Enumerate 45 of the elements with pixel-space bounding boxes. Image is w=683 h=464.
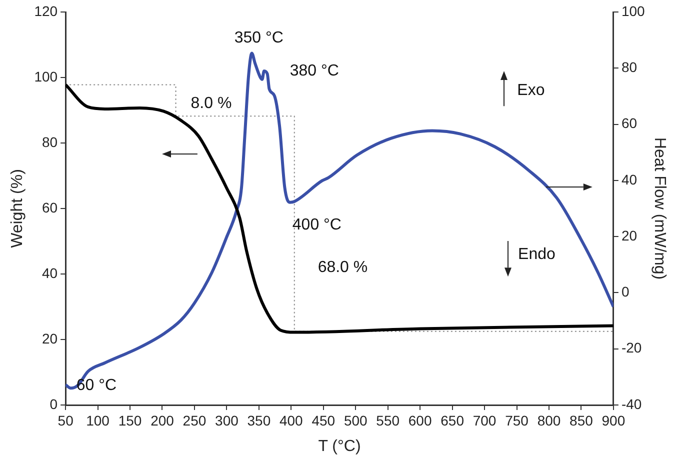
annotation: 8.0 %	[190, 95, 232, 112]
x-tick-label: 600	[408, 412, 432, 428]
x-tick-label: 650	[440, 412, 464, 428]
y2-tick-label: 0	[621, 284, 630, 300]
y2-tick-label: -20	[621, 340, 642, 356]
y2-tick-label: 60	[621, 115, 638, 132]
y2-tick-label: 80	[621, 59, 638, 75]
x-tick-label: 150	[118, 412, 142, 428]
x-tick-label: 400	[279, 412, 304, 428]
x-tick-label: 500	[344, 412, 368, 428]
x-tick-label: 900	[602, 412, 626, 428]
annotation: Endo	[518, 246, 556, 263]
x-tick-label: 550	[376, 412, 400, 428]
annotation: 68.0 %	[318, 258, 368, 276]
annotation: Exo	[517, 82, 545, 100]
annotation: 380 °C	[290, 62, 339, 80]
x-tick-label: 50	[58, 412, 74, 428]
annotation: 60 °C	[76, 376, 117, 394]
x-tick-label: 300	[215, 412, 239, 428]
y-tick-label: 20	[42, 330, 58, 346]
x-tick-label: 850	[570, 412, 594, 428]
y-axis-title: Weight (%)	[9, 169, 26, 248]
x-axis-title: T (°C)	[318, 438, 361, 455]
x-tick-label: 350	[247, 412, 271, 428]
y2-tick-label: 40	[621, 171, 638, 188]
x-tick-label: 250	[182, 412, 206, 428]
x-tick-label: 200	[150, 412, 174, 428]
y-tick-label: 60	[42, 199, 58, 216]
x-tick-label: 750	[505, 412, 529, 428]
y-tick-label: 80	[42, 134, 58, 150]
x-tick-label: 700	[472, 412, 496, 428]
y2-tick-label: 100	[621, 2, 646, 19]
y-tick-label: 0	[50, 396, 58, 412]
x-tick-label: 450	[312, 412, 336, 428]
annotation: 350 °C	[234, 30, 284, 47]
y-tick-label: 100	[34, 68, 58, 84]
y2-axis-title: Heat Flow (mW/mg)	[650, 137, 668, 280]
y-tick-label: 40	[42, 264, 58, 281]
x-tick-label: 800	[537, 412, 561, 428]
line-series	[66, 52, 614, 390]
annotation: 400 °C	[292, 216, 342, 234]
y-tick-label: 120	[34, 2, 58, 19]
y2-tick-label: -40	[621, 396, 642, 412]
y2-tick-label: 20	[621, 227, 638, 244]
x-tick-label: 100	[86, 412, 110, 428]
